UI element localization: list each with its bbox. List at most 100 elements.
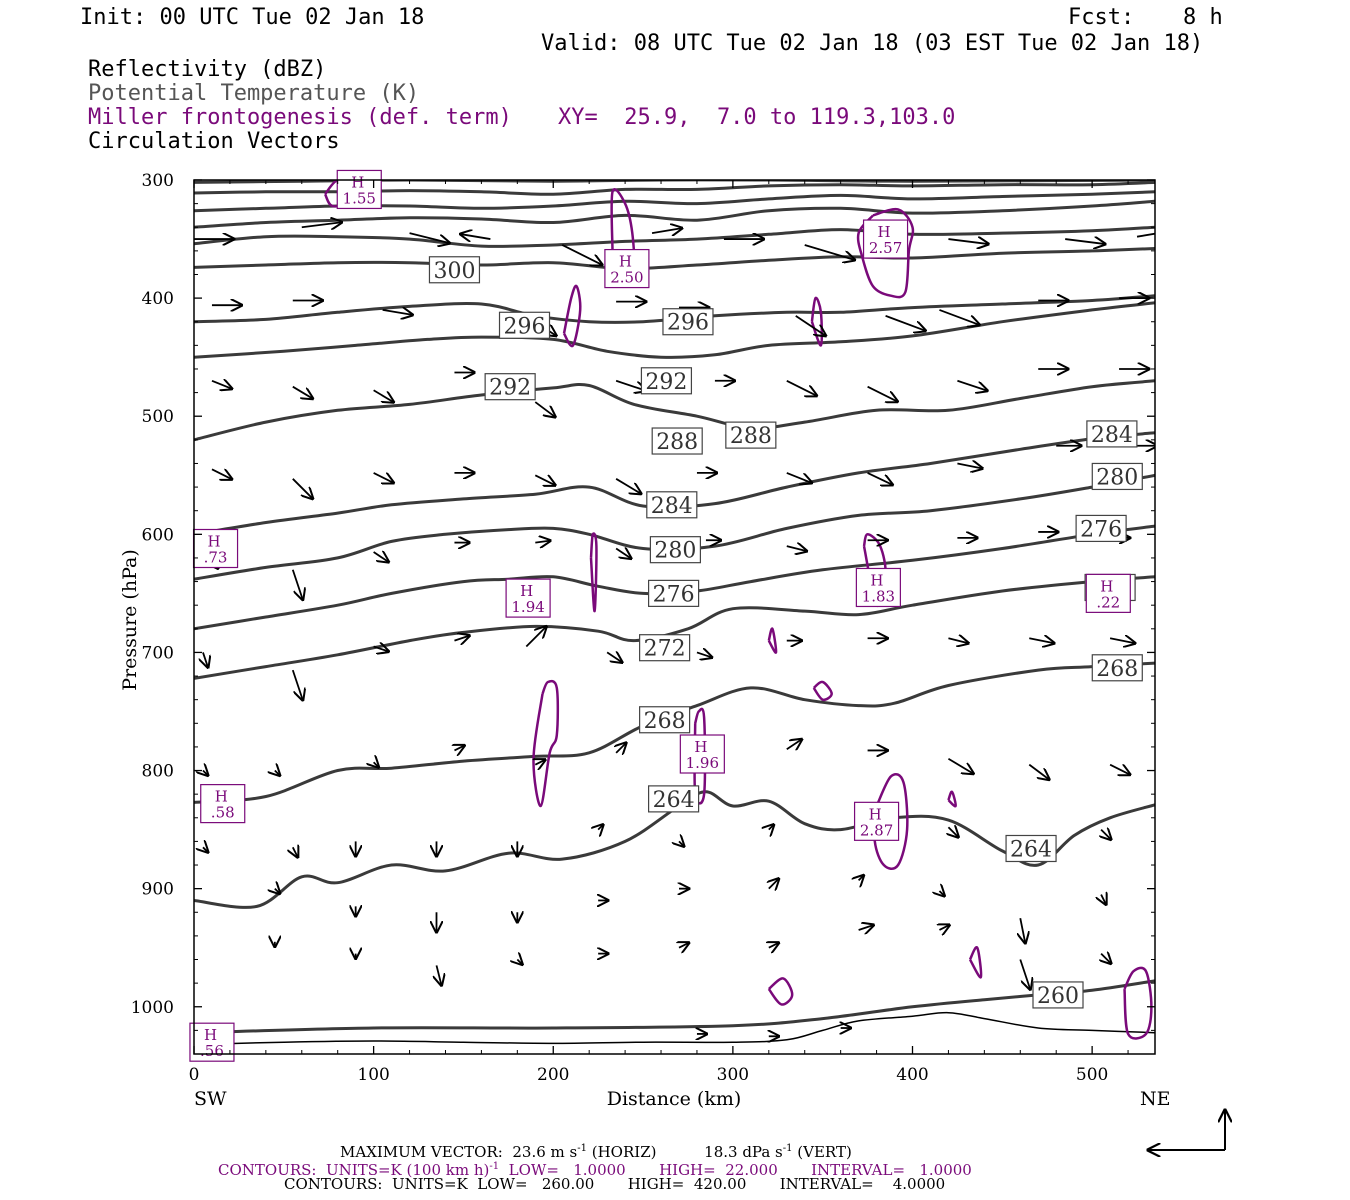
circulation-vector [769, 825, 774, 830]
frontogenesis-high-letter: H [520, 582, 533, 600]
circulation-vector [867, 385, 898, 402]
frontogenesis-high-value: 1.94 [511, 598, 544, 616]
circulation-vector [859, 875, 864, 880]
circulation-vector [275, 889, 280, 894]
y-tick-label: 700 [142, 643, 174, 663]
plot-frame [193, 179, 1156, 1055]
axes: 300 400 500 600 700 800 900 1000 0 100 200 300 400 50… [131, 171, 1155, 1085]
x-axis-label: Distance (km) [607, 1088, 742, 1110]
theta-label-box [498, 311, 551, 339]
valid-time: Valid: 08 UTC Tue 02 Jan 18 (03 EST Tue … [541, 31, 1204, 56]
circulation-vector [1028, 763, 1049, 780]
frontogenesis-high-value: .22 [1096, 593, 1120, 611]
circulation-vector [858, 925, 874, 930]
theta-label: 268 [644, 709, 686, 734]
frontogenesis-high-box [189, 1022, 235, 1062]
reference-vector-icon [1148, 1110, 1225, 1150]
circulation-vector [679, 943, 689, 948]
frontogenesis-high-value: 1.55 [343, 189, 376, 207]
circulation-vector [454, 745, 464, 750]
circulation-vector [291, 569, 303, 600]
frontogenesis-high-box [200, 784, 246, 824]
circulation-vector [786, 739, 802, 749]
theta-contour-296 [194, 294, 1155, 324]
circulation-vector [948, 638, 968, 643]
frontogenesis-contour [856, 207, 915, 299]
y-tick-label: 600 [142, 525, 174, 545]
x-tick-label: 200 [537, 1065, 569, 1085]
y-tick-label: 900 [142, 880, 174, 900]
theta-label-box [662, 308, 714, 336]
circulation-vector [786, 546, 807, 551]
frontogenesis-high-box [855, 567, 901, 608]
theta-label-box [1091, 462, 1143, 491]
theta-contour-308 [194, 199, 1155, 229]
circulation-vector [786, 379, 817, 396]
frontogenesis-contour [1123, 966, 1153, 1040]
frontogenesis-contour [532, 679, 560, 808]
theta-contour-276 [194, 524, 1155, 631]
frontogenesis-contour [812, 680, 833, 702]
circulation-vector [606, 652, 622, 662]
y-tick-label: 300 [142, 171, 174, 191]
frontogenesis-high-box [336, 169, 382, 210]
theta-contour-288 [194, 379, 1155, 442]
theta-label: 284 [1091, 423, 1133, 448]
theta-label: 276 [653, 582, 695, 607]
theta-label: 288 [656, 430, 698, 455]
circulation-vector [525, 627, 546, 648]
circulation-vector [211, 381, 232, 389]
frontogenesis-high-letter: H [208, 532, 221, 550]
x-tick-label: 400 [896, 1065, 928, 1085]
circulation-vector [1020, 917, 1025, 943]
frontogenesis-high-value: .58 [211, 804, 235, 822]
circulation-vector [696, 652, 712, 657]
frontogenesis-high-letter: H [694, 738, 707, 756]
theta-label: 264 [653, 788, 695, 813]
circulation-vector [769, 943, 779, 948]
theta-label-box [1032, 981, 1084, 1009]
circulation-vector [1019, 959, 1030, 990]
forecast-label: Fcst: [1068, 5, 1135, 30]
frontogenesis-high-value: .73 [204, 548, 228, 566]
circulation-vector [211, 468, 232, 479]
frontogenesis-high-markers: H1.55H2.57H2.50H.73H1.94H1.83H.22H1.96H.… [189, 169, 1131, 1062]
circulation-vector [436, 965, 441, 985]
circulation-vector [517, 960, 522, 965]
frontogenesis-high-box [1085, 573, 1131, 613]
frontogenesis-high-letter: H [204, 1026, 217, 1044]
frontogenesis-contour [589, 532, 598, 613]
frontogenesis-contour [767, 627, 778, 654]
terrain-profile [194, 1011, 1155, 1046]
circulation-vector [795, 315, 826, 336]
frontogenesis-contour [947, 790, 957, 808]
theta-label: 272 [644, 637, 686, 662]
circulation-vector [373, 472, 394, 483]
circulation-vector [460, 234, 491, 239]
terrain-line [194, 1011, 1155, 1046]
circulation-vector [1101, 954, 1111, 964]
frontogenesis-contour-info: CONTOURS: UNITS=K (100 km h)-1 LOW= 1.00… [218, 1161, 972, 1179]
x-tick-label: 500 [1076, 1065, 1108, 1085]
theta-label-box [484, 373, 536, 401]
circulation-vector [203, 771, 208, 776]
circulation-vector [1136, 232, 1155, 237]
theta-label-box [1005, 834, 1057, 863]
circulation-vector [939, 309, 979, 325]
theta-contour-280 [194, 473, 1155, 581]
circulation-vector [948, 827, 958, 837]
y-tick-label: 500 [142, 407, 174, 427]
circulation-vector [409, 232, 450, 243]
theta-label: 260 [1037, 984, 1079, 1009]
y-tick-label: 800 [142, 762, 174, 782]
circulation-vector [885, 314, 926, 331]
circulation-vector [1029, 638, 1054, 643]
frontogenesis-high-letter: H [619, 253, 632, 271]
circulation-vector [382, 310, 413, 315]
frontogenesis-contour [873, 772, 909, 870]
frontogenesis-contour [810, 296, 824, 347]
frontogenesis-contour [767, 977, 794, 1006]
circulation-vector [301, 222, 342, 227]
frontogenesis-high-box [862, 219, 909, 259]
